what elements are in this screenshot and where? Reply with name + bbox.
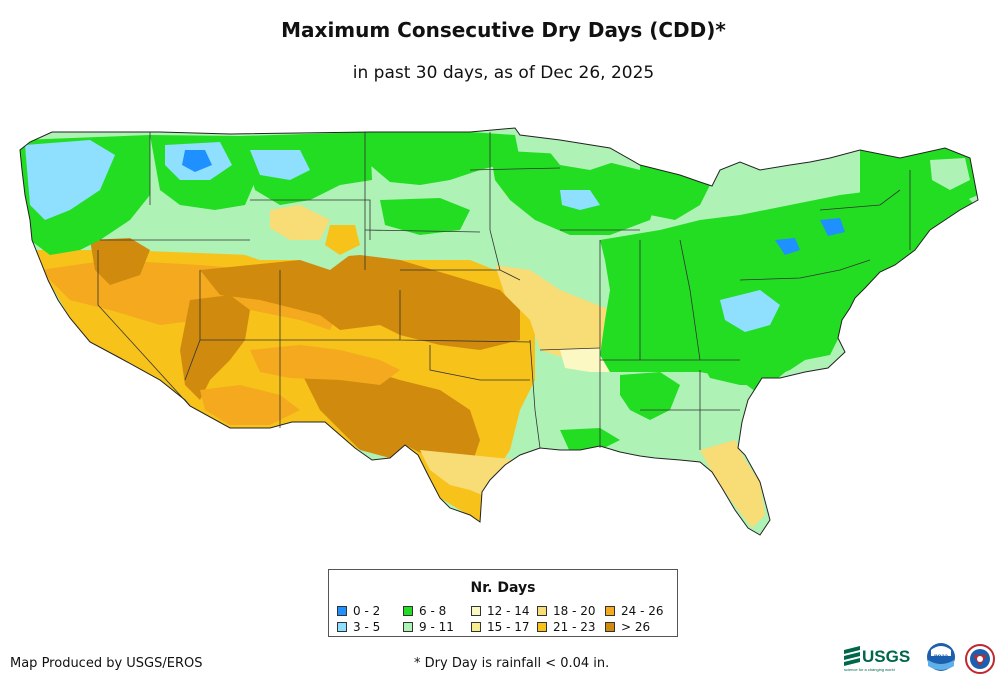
legend-label: 18 - 20 bbox=[553, 604, 596, 618]
legend-item: 24 - 26 bbox=[605, 604, 664, 618]
legend-label: 15 - 17 bbox=[487, 620, 530, 634]
legend-title: Nr. Days bbox=[470, 580, 536, 596]
legend-item: 6 - 8 bbox=[403, 604, 446, 618]
agency-logos: USGS science for a changing world noaa bbox=[844, 643, 995, 674]
map-title: Maximum Consecutive Dry Days (CDD)* bbox=[281, 18, 726, 42]
legend-label: 9 - 11 bbox=[419, 620, 454, 634]
map-credit: Map Produced by USGS/EROS bbox=[10, 656, 203, 671]
legend-swatch bbox=[605, 622, 615, 632]
legend-label: 3 - 5 bbox=[353, 620, 381, 634]
legend-label: 12 - 14 bbox=[487, 604, 530, 618]
legend: Nr. Days 0 - 2 3 - 5 6 - 8 9 - 11 12 - 1… bbox=[328, 569, 678, 637]
legend-item: 15 - 17 bbox=[471, 620, 530, 634]
legend-swatch bbox=[471, 606, 481, 616]
legend-label: > 26 bbox=[621, 620, 651, 634]
dry-day-footnote: * Dry Day is rainfall < 0.04 in. bbox=[414, 656, 610, 671]
legend-swatch bbox=[471, 622, 481, 632]
legend-swatch bbox=[403, 622, 413, 632]
legend-label: 0 - 2 bbox=[353, 604, 381, 618]
noaa-wordmark: noaa bbox=[934, 654, 949, 660]
noaa-logo: noaa bbox=[927, 643, 955, 671]
legend-item: > 26 bbox=[605, 620, 650, 634]
nws-logo bbox=[965, 644, 995, 674]
legend-swatch bbox=[605, 606, 615, 616]
legend-swatch bbox=[537, 606, 547, 616]
legend-item: 3 - 5 bbox=[337, 620, 380, 634]
legend-label: 6 - 8 bbox=[419, 604, 447, 618]
legend-item: 9 - 11 bbox=[403, 620, 454, 634]
legend-item: 21 - 23 bbox=[537, 620, 596, 634]
legend-item: 0 - 2 bbox=[337, 604, 380, 618]
legend-swatch bbox=[403, 606, 413, 616]
usgs-logo: USGS science for a changing world bbox=[844, 646, 910, 672]
legend-label: 21 - 23 bbox=[553, 620, 596, 634]
legend-swatch bbox=[337, 622, 347, 632]
legend-swatch bbox=[537, 622, 547, 632]
legend-item: 18 - 20 bbox=[537, 604, 596, 618]
map-subtitle: in past 30 days, as of Dec 26, 2025 bbox=[352, 63, 655, 83]
legend-item: 12 - 14 bbox=[471, 604, 530, 618]
legend-swatch bbox=[337, 606, 347, 616]
legend-label: 24 - 26 bbox=[621, 604, 664, 618]
usgs-tagline: science for a changing world bbox=[844, 667, 895, 672]
us-dry-days-map bbox=[19, 127, 979, 536]
usgs-wordmark: USGS bbox=[862, 647, 910, 666]
